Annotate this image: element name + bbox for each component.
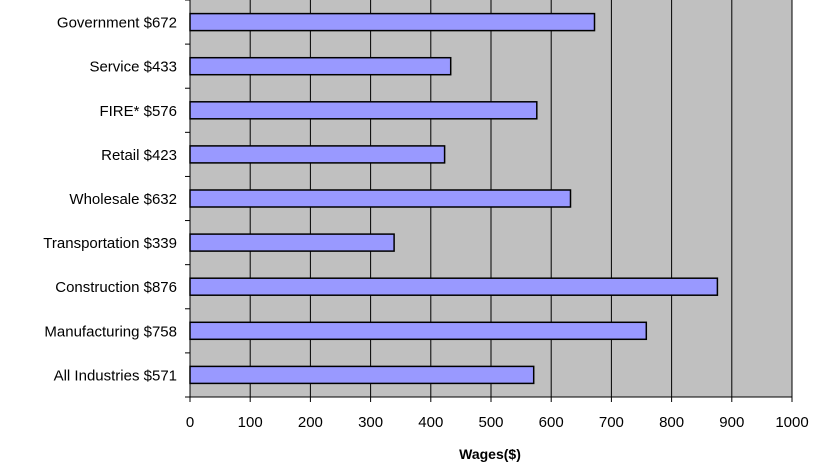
category-label: Manufacturing $758 xyxy=(44,323,177,340)
bar xyxy=(189,365,535,385)
bar xyxy=(189,145,446,164)
x-tick-label: 600 xyxy=(539,414,564,431)
x-tick-label: 700 xyxy=(599,414,624,431)
category-label: Service $433 xyxy=(89,59,177,76)
x-tick-label: 300 xyxy=(358,414,383,431)
x-tick-labels: 0 100 200 300 400 500 600 700 800 900 1000 xyxy=(186,414,809,431)
x-tick-label: 200 xyxy=(298,414,323,431)
bar xyxy=(189,56,452,76)
x-tick-label: 500 xyxy=(478,414,503,431)
bar xyxy=(189,233,395,252)
category-label: Transportation $339 xyxy=(43,235,177,252)
category-label: All Industries $571 xyxy=(54,367,177,384)
bar xyxy=(189,277,719,296)
category-label: FIRE* $576 xyxy=(99,103,177,120)
x-tick-label: 100 xyxy=(238,414,263,431)
x-tick-label: 1000 xyxy=(775,414,808,431)
x-tick-label: 0 xyxy=(186,414,194,431)
bar xyxy=(189,101,538,120)
category-label: Government $672 xyxy=(57,15,177,32)
x-tick-label: 400 xyxy=(418,414,443,431)
category-label: Wholesale $632 xyxy=(69,191,177,208)
category-label: Construction $876 xyxy=(55,279,177,296)
bar xyxy=(189,321,648,341)
x-tick-label: 800 xyxy=(659,414,684,431)
axes xyxy=(185,0,793,402)
bar xyxy=(189,189,572,208)
category-labels: Government $672 Service $433 FIRE* $576 Ret… xyxy=(43,15,177,385)
x-tick-label: 900 xyxy=(719,414,744,431)
bar xyxy=(189,12,596,32)
category-label: Retail $423 xyxy=(101,147,177,164)
x-axis-title: Wages($) xyxy=(459,446,521,462)
